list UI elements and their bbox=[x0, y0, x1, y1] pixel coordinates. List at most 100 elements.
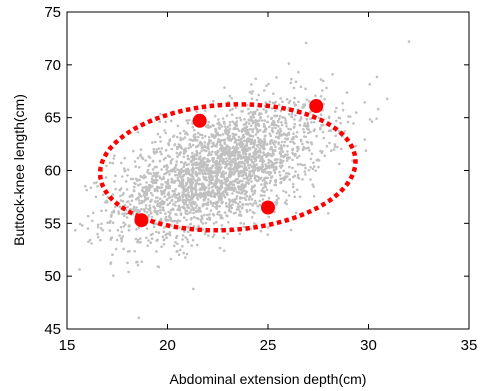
scatter-point bbox=[190, 208, 193, 212]
scatter-point bbox=[199, 168, 203, 172]
scatter-point bbox=[158, 209, 162, 212]
scatter-point bbox=[181, 178, 185, 181]
scatter-point bbox=[179, 138, 182, 142]
scatter-point bbox=[328, 141, 331, 145]
scatter-point bbox=[138, 166, 141, 169]
scatter-point bbox=[218, 163, 222, 166]
scatter-point bbox=[207, 234, 210, 237]
scatter-point bbox=[145, 211, 149, 214]
scatter-point bbox=[248, 90, 252, 94]
scatter-point bbox=[279, 154, 283, 158]
scatter-point bbox=[120, 230, 124, 234]
scatter-point bbox=[182, 169, 185, 173]
scatter-point bbox=[171, 181, 175, 184]
scatter-point bbox=[250, 190, 254, 193]
scatter-point bbox=[334, 134, 338, 138]
scatter-point bbox=[276, 119, 280, 123]
scatter-point bbox=[339, 121, 343, 125]
scatter-point bbox=[276, 129, 280, 132]
scatter-point bbox=[231, 107, 234, 111]
scatter-point bbox=[242, 187, 245, 190]
scatter-point bbox=[227, 154, 230, 157]
scatter-point bbox=[168, 155, 171, 159]
scatter-point bbox=[375, 75, 379, 79]
scatter-point bbox=[111, 221, 115, 224]
scatter-point bbox=[250, 188, 253, 191]
scatter-point bbox=[251, 119, 255, 123]
scatter-point bbox=[219, 134, 222, 137]
scatter-point bbox=[128, 203, 132, 206]
scatter-point bbox=[355, 111, 358, 114]
scatter-point bbox=[177, 204, 181, 208]
scatter-point bbox=[261, 187, 265, 190]
scatter-point bbox=[253, 191, 256, 195]
scatter-point bbox=[261, 161, 264, 164]
scatter-point bbox=[150, 237, 154, 240]
scatter-point bbox=[231, 132, 235, 136]
scatter-point bbox=[187, 191, 190, 194]
scatter-point bbox=[215, 142, 219, 146]
scatter-point bbox=[191, 166, 195, 170]
scatter-point bbox=[190, 155, 193, 159]
scatter-point bbox=[152, 225, 156, 229]
scatter-point bbox=[245, 125, 249, 129]
scatter-point bbox=[159, 211, 162, 215]
scatter-point bbox=[146, 197, 149, 201]
scatter-point bbox=[286, 137, 290, 140]
scatter-point bbox=[280, 121, 283, 124]
scatter-point bbox=[266, 120, 269, 124]
scatter-point bbox=[240, 165, 244, 168]
scatter-point bbox=[304, 124, 308, 128]
scatter-point bbox=[254, 77, 258, 81]
scatter-point bbox=[247, 107, 250, 111]
scatter-point bbox=[238, 200, 242, 204]
scatter-point bbox=[226, 159, 229, 163]
scatter-point bbox=[206, 163, 210, 167]
scatter-point bbox=[176, 221, 179, 224]
scatter-point bbox=[119, 187, 123, 190]
scatter-point bbox=[227, 131, 230, 135]
scatter-point bbox=[241, 110, 244, 113]
scatter-point bbox=[122, 225, 126, 228]
scatter-point bbox=[119, 225, 123, 229]
scatter-point bbox=[274, 135, 278, 139]
scatter-point bbox=[345, 91, 349, 94]
scatter-point bbox=[341, 102, 345, 105]
scatter-point bbox=[183, 163, 186, 166]
scatter-point bbox=[321, 123, 325, 127]
scatter-point bbox=[274, 145, 277, 149]
scatter-point bbox=[176, 249, 179, 253]
scatter-point bbox=[160, 245, 163, 249]
scatter-point bbox=[222, 170, 225, 173]
scatter-point bbox=[269, 179, 272, 183]
y-axis-title: Buttock-knee length(cm) bbox=[11, 94, 27, 246]
scatter-point bbox=[288, 99, 292, 103]
scatter-point bbox=[96, 223, 100, 227]
scatter-point bbox=[160, 152, 163, 156]
scatter-point bbox=[187, 118, 191, 122]
scatter-point bbox=[268, 181, 272, 185]
scatter-point bbox=[203, 135, 207, 138]
scatter-point bbox=[163, 189, 167, 192]
scatter-point bbox=[178, 195, 181, 199]
scatter-point bbox=[151, 168, 155, 171]
scatter-point bbox=[178, 226, 181, 229]
scatter-point bbox=[87, 240, 90, 244]
scatter-point bbox=[84, 184, 87, 188]
scatter-point bbox=[134, 165, 137, 168]
scatter-point bbox=[224, 190, 227, 193]
scatter-point bbox=[164, 215, 168, 219]
scatter-point bbox=[164, 180, 167, 184]
scatter-point bbox=[202, 193, 205, 197]
scatter-point bbox=[137, 199, 141, 202]
scatter-point bbox=[196, 198, 200, 201]
scatter-point bbox=[150, 215, 154, 219]
scatter-point bbox=[332, 148, 336, 151]
scatter-point bbox=[194, 182, 198, 186]
scatter-point bbox=[292, 153, 296, 156]
scatter-point bbox=[267, 82, 270, 86]
scatter-point bbox=[214, 178, 218, 182]
scatter-point bbox=[256, 145, 259, 148]
scatter-point bbox=[192, 287, 195, 291]
scatter-point bbox=[253, 140, 257, 144]
